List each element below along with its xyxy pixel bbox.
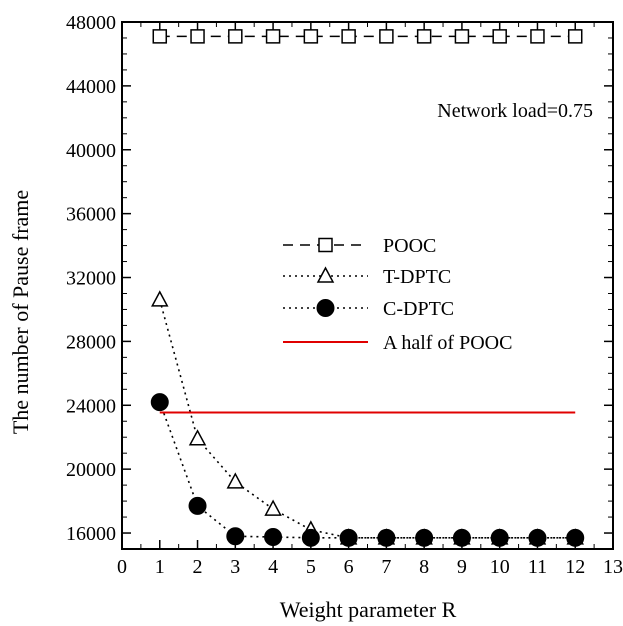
legend-label: A half of POOC [383,332,512,354]
x-tick-label: 2 [193,556,203,578]
data-point [530,29,545,44]
legend-item: C-DPTC [283,298,454,320]
x-tick-label: 7 [381,556,391,578]
legend-marker [316,266,335,283]
legend-marker [318,237,333,253]
data-point [150,393,169,412]
data-point [379,29,394,44]
data-point [452,528,471,547]
y-tick-label: 24000 [66,395,116,417]
data-point [226,472,245,489]
data-point [188,496,207,515]
data-point [190,29,205,44]
x-tick-label: 13 [603,556,623,578]
data-point [264,499,282,516]
data-point [303,29,319,44]
legend: POOC T-DPTC C-DPTC A half of POOC [283,235,512,354]
x-tick-label: 3 [230,556,240,578]
x-axis-title: Weight parameter R [280,597,457,622]
x-tick-label: 8 [419,556,429,578]
series-line [158,299,576,539]
x-tick-label: 11 [528,556,547,578]
data-point [341,29,356,44]
data-point [265,29,281,44]
data-point [416,29,432,44]
y-tick-label: 20000 [66,459,116,481]
x-tick-label: 5 [306,556,316,578]
y-tick-label: 32000 [66,268,116,290]
legend-item: T-DPTC [283,266,451,288]
legend-item: POOC [283,235,436,257]
data-point [264,528,283,547]
series-layer [150,29,585,547]
y-tick-label: 16000 [66,523,116,545]
series-t-dptc [151,290,584,545]
data-point [188,429,207,446]
x-tick-label: 9 [457,556,467,578]
data-point [226,527,245,546]
y-tick-label: 40000 [66,140,116,162]
legend-label: POOC [383,235,436,257]
legend-marker [316,299,335,317]
series-c-dptc [150,393,585,547]
x-tick-label: 4 [268,556,278,578]
y-tick-label: 28000 [66,331,116,353]
annotation-network-load: Network load=0.75 [437,100,593,122]
x-tick-label: 1 [155,556,165,578]
data-point [454,29,470,44]
y-tick-label: 36000 [66,204,116,226]
data-point [566,528,585,547]
data-point [415,528,434,547]
data-point [567,29,583,44]
x-tick-label: 6 [344,556,354,578]
data-point [492,29,507,44]
y-axis-title: The number of Pause frame [8,190,33,434]
data-point [301,528,320,547]
x-tick-label: 0 [117,556,127,578]
series-pooc [152,29,583,44]
axis-ticks: 0 1 2 3 4 5 6 7 8 9 10 11 12 131600020000240002800032… [66,12,623,578]
series-line [159,401,576,539]
legend-label: C-DPTC [383,298,454,320]
data-point [377,528,396,547]
x-tick-label: 12 [565,556,585,578]
data-point [228,29,243,44]
y-tick-label: 48000 [66,12,116,34]
data-point [152,29,168,44]
data-point [339,528,358,547]
x-tick-label: 10 [490,556,510,578]
legend-item: A half of POOC [283,332,512,354]
data-point [490,528,509,547]
legend-label: T-DPTC [383,266,451,288]
y-tick-label: 44000 [66,76,116,98]
data-point [528,528,547,547]
data-point [151,290,169,307]
